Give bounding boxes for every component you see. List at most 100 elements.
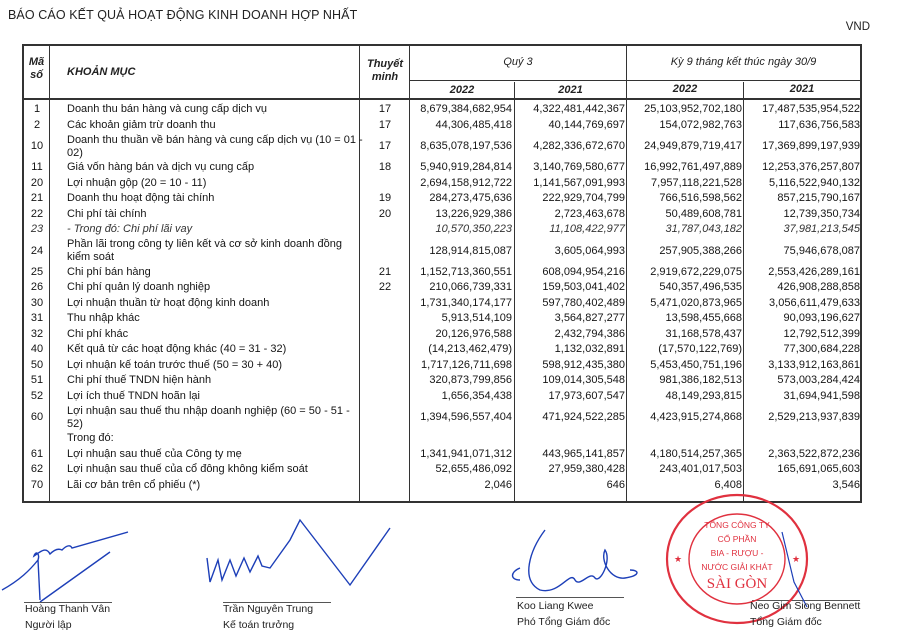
signature-tran-nguyen-trung-icon: [206, 518, 391, 587]
divider: [409, 46, 410, 501]
signature-line: [752, 600, 860, 601]
signer-role: Người lập: [25, 619, 72, 631]
divider: [743, 82, 744, 501]
9m-2022-value: 4,180,514,257,365: [650, 447, 742, 460]
row-note: 18: [378, 161, 392, 174]
9m-2022-value: 540,357,496,535: [659, 281, 742, 294]
row-note: [360, 222, 410, 238]
9m-2022-value: 48,149,293,815: [665, 389, 742, 402]
9m-2021-value: 75,946,678,087: [783, 244, 860, 257]
row-label: Lợi ích thuế TNDN hoãn lại: [67, 389, 200, 402]
q3-2021-value: 159,503,041,402: [542, 281, 625, 294]
9m-2021-value: 17,369,899,197,939: [762, 140, 860, 152]
row-label: Doanh thu bán hàng và cung cấp dịch vụ: [67, 103, 267, 116]
row-label: Thu nhập khác: [67, 312, 140, 325]
divider: [359, 46, 360, 501]
q3-2021-value: 3,140,769,580,677: [533, 161, 625, 174]
q3-2022-value: 8,635,078,197,536: [420, 140, 512, 152]
q3-2022-value: 1,152,713,360,551: [420, 265, 512, 278]
signatures-ink: [1, 518, 638, 603]
svg-text:★: ★: [674, 554, 682, 564]
q3-2021-value: 1,141,567,091,993: [533, 176, 625, 189]
row-code: 20: [30, 176, 44, 189]
header-item: KHOẢN MỤC: [67, 66, 136, 78]
signature-hoang-thanh-van-icon: [1, 531, 129, 603]
row-label: Lợi nhuận gộp (20 = 10 - 11): [67, 176, 207, 189]
q3-2022-value: 1,717,126,711,698: [421, 358, 512, 371]
row-label: Doanh thu hoạt động tài chính: [67, 192, 215, 205]
table-row: 70 Lãi cơ bản trên cổ phiếu (*) 2,046 646 6,…: [24, 478, 860, 494]
row-label: Lợi nhuận sau thuế của cổ đông không kiể…: [67, 463, 308, 476]
row-label: Chi phí bán hàng: [67, 265, 151, 278]
9m-2022-value: 5,471,020,873,965: [650, 296, 742, 309]
table-row: 30 Lợi nhuận thuần từ hoạt động kinh doan…: [24, 296, 860, 312]
table-row: 1 Doanh thu bán hàng và cung cấp dịch vụ 1…: [24, 102, 860, 118]
9m-2022-value: 2,919,672,229,075: [650, 265, 742, 278]
row-code: 32: [30, 327, 44, 340]
table-row: 26 Chi phí quản lý doanh nghiệp 22 210,066,…: [24, 280, 860, 296]
row-note: [360, 327, 410, 343]
9m-2021-value: 37,981,213,545: [783, 223, 860, 236]
9m-2021-value: 3,056,611,479,633: [769, 296, 860, 309]
signer-role: Phó Tổng Giám đốc: [517, 616, 611, 628]
table-row: 40 Kết quả từ các hoạt động khác (40 = 31…: [24, 342, 860, 358]
row-note: 19: [378, 192, 392, 205]
row-label: Chi phí khác: [67, 327, 129, 340]
header-quarter-group: Quý 3: [503, 56, 533, 68]
9m-2021-value: 90,093,196,627: [783, 312, 860, 325]
row-label: Phần lãi trong công ty liên kết và cơ sở…: [67, 238, 342, 263]
row-code: 61: [30, 447, 44, 460]
9m-2022-value: 24,949,879,719,417: [644, 140, 742, 152]
row-note: [360, 462, 410, 478]
9m-2022-value: 766,516,598,562: [659, 192, 742, 205]
q3-2021-value: 597,780,402,489: [542, 296, 625, 309]
q3-2021-value: 4,282,336,672,670: [533, 140, 625, 152]
9m-2022-value: 4,423,915,274,868: [650, 411, 742, 423]
q3-2022-value: 44,306,485,418: [435, 118, 512, 131]
q3-2022-value: 20,126,976,588: [435, 327, 512, 340]
header-9m-2022: 2022: [672, 83, 698, 95]
table-row: 25 Chi phí bán hàng 21 1,152,713,360,551 608…: [24, 265, 860, 281]
q3-2021-value: 4,322,481,442,367: [533, 103, 625, 116]
row-code: 30: [30, 296, 44, 309]
divider: [24, 98, 860, 100]
svg-text:NƯỚC GIẢI KHÁT: NƯỚC GIẢI KHÁT: [701, 561, 772, 572]
row-note: 20: [378, 207, 392, 220]
9m-2022-value: 25,103,952,702,180: [644, 103, 742, 116]
q3-2021-value: 646: [606, 478, 625, 491]
row-label: Kết quả từ các hoạt động khác (40 = 31 -…: [67, 343, 287, 356]
9m-2022-value: 13,598,455,668: [665, 312, 742, 325]
signer-name: Neo Gim Siong Bennett: [750, 600, 861, 612]
q3-2021-value: 3,605,064,993: [554, 244, 625, 257]
divider: [514, 82, 515, 501]
q3-2022-value: (14,213,462,479): [428, 343, 512, 356]
9m-2022-value: 50,489,608,781: [665, 207, 742, 220]
9m-2021-value: 426,908,288,858: [777, 281, 860, 294]
row-label: Chi phí quản lý doanh nghiệp: [67, 281, 211, 294]
9m-2021-value: 2,529,213,937,839: [768, 411, 860, 423]
signer-name: Trần Nguyên Trung: [223, 603, 314, 615]
row-note: [360, 373, 410, 389]
row-code: 26: [30, 281, 44, 294]
table-row: 51 Chi phí thuế TNDN hiện hành 320,873,799…: [24, 373, 860, 389]
header-q3-2021: 2021: [558, 84, 583, 96]
header-9m-2021: 2021: [789, 83, 815, 95]
9m-2021-value: 31,694,941,598: [783, 389, 860, 402]
divider: [409, 80, 860, 81]
company-seal-icon: TỔNG CÔNG TY CỔ PHẦN BIA - RƯỢU - NƯỚC G…: [665, 493, 809, 625]
q3-2022-value: 1,731,340,174,177: [420, 296, 512, 309]
signature-line: [516, 597, 624, 598]
signer-name: Koo Liang Kwee: [517, 600, 594, 612]
q3-2022-value: 128,914,815,087: [429, 244, 512, 257]
9m-2022-value: 7,957,118,221,528: [651, 176, 742, 189]
row-note: [360, 311, 410, 327]
table-row: 10 Doanh thu thuần về bán hàng và cung cấ…: [24, 133, 860, 160]
row-code: 31: [30, 312, 44, 325]
9m-2022-value: 6,408: [714, 478, 742, 491]
row-note: 22: [378, 281, 392, 294]
table-row: 50 Lợi nhuận kế toán trước thuế (50 = 30 …: [24, 358, 860, 374]
q3-2022-value: [410, 431, 514, 447]
header-q3-2022: 2022: [449, 84, 475, 96]
q3-2021-value: 443,965,141,857: [542, 447, 625, 460]
row-code: 22: [30, 207, 44, 220]
